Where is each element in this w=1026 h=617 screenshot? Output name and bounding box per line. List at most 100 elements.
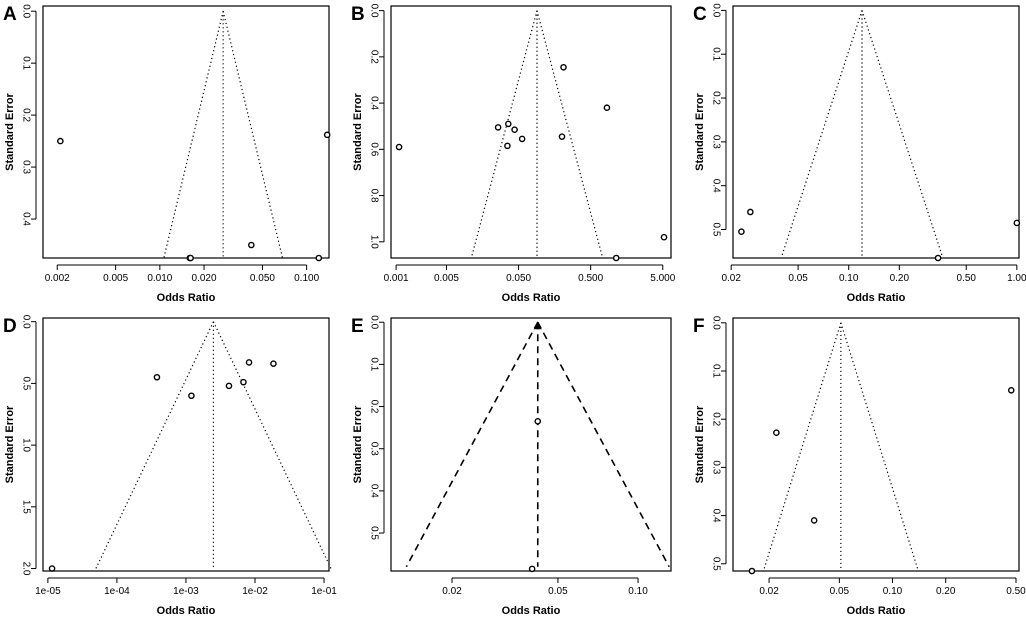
study-point (57, 137, 64, 145)
x-tick-label: 0.02 (442, 586, 462, 597)
x-tick-label: 0.005 (103, 273, 128, 284)
y-tick-label: 0.2 (369, 400, 380, 414)
x-tick-label: 0.02 (721, 273, 741, 284)
funnel-right-limit (537, 321, 670, 568)
study-point (323, 131, 331, 139)
study-point (560, 63, 567, 71)
y-tick-label: 0.6 (369, 142, 380, 156)
study-point (528, 565, 536, 573)
x-tick-label: 0.10 (883, 586, 903, 597)
x-axis-title: Odds Ratio (157, 292, 216, 304)
study-point (245, 359, 253, 366)
plot-frame (42, 5, 330, 259)
x-tick-label: 0.05 (788, 273, 808, 284)
x-tick-label: 0.100 (294, 273, 319, 284)
x-tick-label: 0.001 (384, 273, 409, 284)
panel-label: F (693, 316, 705, 337)
x-tick-label: 0.20 (890, 273, 910, 284)
study-point (504, 142, 511, 150)
study-point (153, 373, 161, 381)
x-axis-title: Odds Ratio (157, 605, 216, 617)
funnel-right-limit (840, 322, 919, 569)
study-point (934, 254, 942, 262)
y-tick-label: 0.0 (369, 315, 380, 329)
y-tick-label: 0.1 (21, 56, 32, 70)
panel-c: C 0.02 0.05 0.10 0.20 0.50 1.00 Odds Ratio 0.0 0.… (693, 3, 1026, 304)
x-tick-label: 0.10 (839, 273, 859, 284)
plot-frame (732, 5, 1020, 259)
panel-label: B (351, 4, 365, 25)
x-tick-label: 0.500 (578, 273, 603, 284)
y-tick-label: 0.1 (711, 47, 722, 61)
y-tick-label: 1.5 (21, 500, 32, 514)
funnel-left-limit (95, 321, 214, 569)
plot-frame (390, 317, 672, 572)
study-point (240, 378, 247, 386)
y-axis-title: Standard Error (694, 92, 706, 170)
plot-frame (732, 317, 1020, 572)
x-axis-title: Odds Ratio (847, 292, 906, 304)
study-point (504, 120, 512, 128)
y-tick-label: 0.5 (711, 223, 722, 237)
study-point (511, 126, 518, 133)
x-axis-title: Odds Ratio (502, 292, 561, 304)
y-tick-label: 0.0 (711, 3, 722, 17)
study-point (534, 418, 542, 425)
study-point (270, 360, 277, 367)
x-tick-label: 1.00 (1007, 273, 1026, 284)
funnel-left-limit (763, 322, 842, 569)
study-point (1013, 219, 1021, 227)
x-axis-title: Odds Ratio (847, 605, 906, 617)
y-tick-label: 0.5 (711, 557, 722, 571)
y-axis-title: Standard Error (352, 405, 364, 483)
y-tick-label: 0.3 (711, 460, 722, 474)
y-tick-label: 0.4 (711, 509, 722, 523)
x-tick-label: 0.050 (506, 273, 531, 284)
y-tick-label: 0.8 (369, 189, 380, 203)
y-tick-label: 0.3 (21, 160, 32, 174)
study-point (48, 565, 56, 572)
y-tick-label: 0.3 (369, 442, 380, 456)
funnel-right-limit (536, 10, 604, 259)
y-axis-title: Standard Error (4, 92, 16, 170)
study-point (603, 104, 611, 112)
funnel-right-limit (222, 11, 284, 259)
panel-label: E (351, 316, 364, 337)
y-tick-label: 0.4 (369, 484, 380, 498)
panel-label: C (693, 4, 707, 25)
x-tick-label: 1e-02 (242, 586, 268, 597)
y-tick-label: 0.4 (711, 179, 722, 193)
study-point (395, 143, 403, 151)
panel-b: B 0.001 0.005 0.050 0.500 5.000 Odds Ratio 0.0 0… (351, 4, 676, 304)
y-tick-label: 0.3 (711, 135, 722, 149)
x-tick-label: 1e-05 (35, 586, 61, 597)
study-point (810, 517, 818, 524)
x-tick-label: 0.50 (1006, 586, 1026, 597)
panel-label: A (3, 4, 17, 25)
x-axis-title: Odds Ratio (502, 605, 561, 617)
study-point (187, 254, 194, 262)
y-tick-label: 0.2 (21, 108, 32, 122)
study-point (188, 392, 195, 400)
y-tick-label: 0.0 (369, 4, 380, 18)
y-axis-title: Standard Error (694, 405, 706, 483)
study-point (660, 233, 668, 241)
funnel-right-limit (861, 10, 944, 259)
y-tick-label: 2.0 (21, 562, 32, 576)
y-tick-label: 0.5 (369, 526, 380, 540)
study-point (225, 382, 233, 390)
x-tick-label: 0.002 (45, 273, 70, 284)
study-point (748, 567, 756, 575)
y-tick-label: 0.0 (21, 4, 32, 18)
panel-a: A 0.002 0.005 0.010 0.020 0.050 0.100 Odds Rati… (3, 4, 331, 304)
funnel-left-limit (405, 321, 539, 568)
study-point (518, 135, 526, 143)
y-tick-label: 0.2 (711, 412, 722, 426)
panel-label: D (3, 316, 17, 337)
funnel-left-limit (780, 10, 863, 259)
study-point (248, 241, 255, 249)
x-tick-label: 0.05 (548, 586, 568, 597)
study-point (738, 228, 745, 236)
plot-frame (390, 5, 672, 259)
funnel-apex-marker (533, 321, 542, 330)
